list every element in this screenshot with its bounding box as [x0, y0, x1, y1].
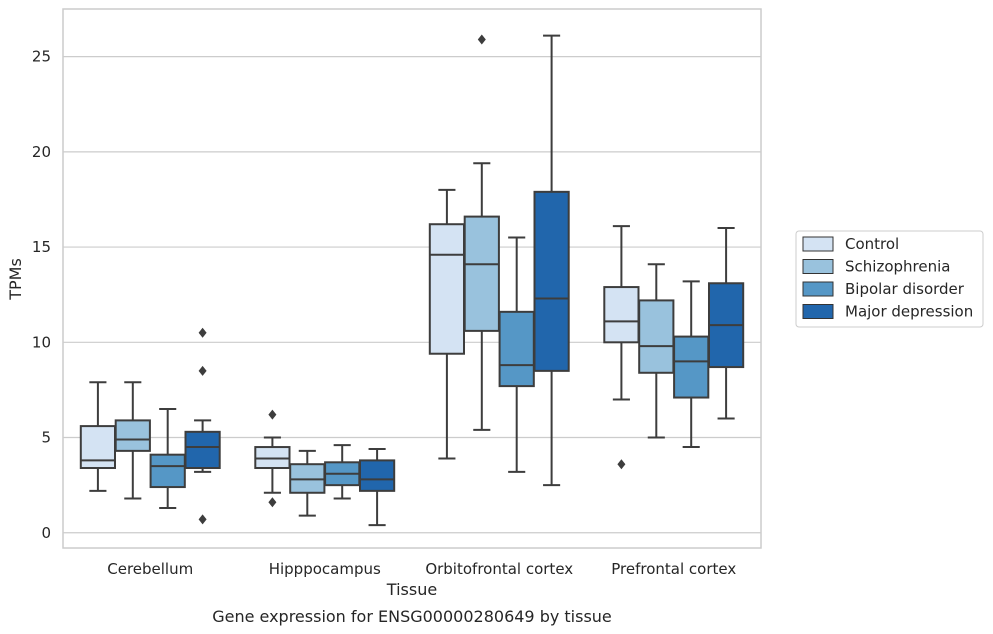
box [533, 34, 570, 487]
legend-swatch [802, 236, 834, 252]
box-iqr [358, 459, 396, 492]
outlier-point [268, 497, 277, 508]
box-iqr [638, 299, 675, 374]
y-tick-label: 20 [32, 143, 51, 161]
box-iqr [533, 190, 570, 372]
outlier-point [617, 459, 626, 470]
box-iqr [149, 453, 186, 489]
y-axis-label: TPMs [6, 258, 25, 301]
legend-label: Schizophrenia [845, 258, 950, 276]
y-tick-label: 15 [32, 238, 51, 256]
x-axis-label: Tissue [386, 580, 437, 599]
legend-swatch [802, 304, 834, 319]
box [324, 444, 361, 500]
y-tick-label: 25 [32, 48, 51, 66]
y-tick-label: 10 [32, 333, 51, 351]
x-tick-label: Hipppocampus [269, 560, 381, 578]
box-iqr [114, 419, 151, 452]
x-tick-label: Orbitofrontal cortex [425, 560, 573, 578]
box-iqr [498, 310, 535, 388]
legend-swatch [802, 281, 834, 297]
outlier-point [198, 514, 207, 525]
y-tick-label: 0 [41, 524, 51, 542]
box [498, 236, 535, 473]
outlier-point [198, 365, 207, 376]
x-axis-ticks: Cerebellum Hipppocampus Orbitofrontal cort… [107, 560, 736, 578]
box [149, 407, 186, 510]
box [114, 381, 151, 500]
box [254, 409, 291, 508]
legend: Control Schizophrenia Bipolar disorder Majo… [795, 230, 984, 328]
legend-label: Major depression [845, 303, 973, 321]
plot-frame [62, 8, 762, 549]
box [463, 34, 500, 431]
box [358, 447, 396, 527]
box-iqr [463, 215, 500, 332]
box-iqr [673, 335, 710, 399]
legend-frame [795, 230, 984, 328]
outlier-point [477, 34, 486, 45]
outlier-point [198, 327, 207, 338]
y-tick-label: 5 [41, 429, 51, 447]
box [673, 280, 710, 449]
box-iqr [603, 286, 640, 344]
box [289, 449, 326, 517]
box-iqr [428, 223, 466, 355]
legend-label: Bipolar disorder [845, 280, 965, 298]
box [603, 225, 640, 470]
box [707, 227, 745, 420]
box [184, 327, 221, 525]
x-tick-label: Prefrontal cortex [611, 560, 736, 578]
box-series [79, 34, 745, 527]
box [638, 263, 675, 439]
box-iqr [184, 430, 221, 470]
box [428, 188, 466, 460]
chart-caption: Gene expression for ENSG00000280649 by t… [212, 607, 612, 626]
box [79, 381, 117, 492]
x-tick-label: Cerebellum [107, 560, 193, 578]
y-axis-ticks: 0 5 10 15 20 25 [32, 48, 51, 542]
box-iqr [79, 425, 117, 470]
gridlines [63, 56, 761, 534]
legend-label: Control [845, 235, 899, 253]
outlier-point [268, 409, 277, 420]
legend-swatch [802, 259, 834, 274]
